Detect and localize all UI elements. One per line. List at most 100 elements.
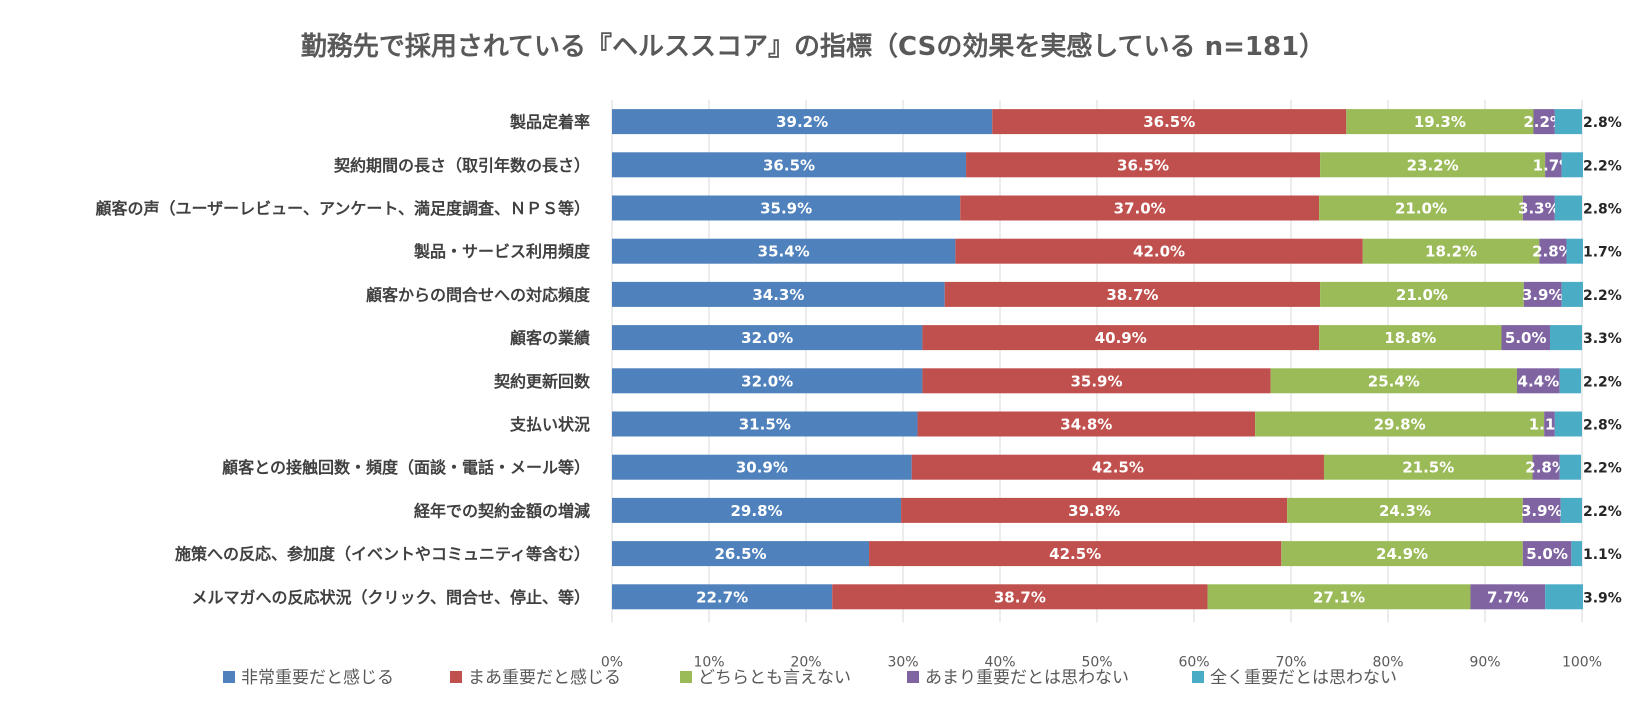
category-label: 製品定着率 xyxy=(509,113,590,132)
data-label: 5.0% xyxy=(1505,329,1547,347)
data-label: 19.3% xyxy=(1414,113,1466,131)
bar-segment xyxy=(1561,152,1583,178)
bar-segment xyxy=(832,584,1208,610)
category-label: 製品・サービス利用頻度 xyxy=(413,242,591,261)
data-label: 32.0% xyxy=(741,372,793,390)
category-label: 経年での契約金額の増減 xyxy=(414,501,590,520)
x-tick-label: 20% xyxy=(790,654,821,670)
data-label: 2.8% xyxy=(1525,459,1567,477)
data-label: 29.8% xyxy=(1374,416,1426,434)
x-tick-label: 0% xyxy=(601,654,623,670)
bar-segment xyxy=(1549,325,1582,351)
bar-segment xyxy=(1554,411,1582,437)
data-label: 39.2% xyxy=(776,113,828,131)
x-tick-label: 70% xyxy=(1275,654,1306,670)
data-label: 35.4% xyxy=(758,243,810,261)
data-label: 35.9% xyxy=(760,200,812,218)
legend-label: まあ重要だと感じる xyxy=(468,668,621,688)
bar-segment xyxy=(944,281,1321,307)
bar-segment xyxy=(1270,368,1518,394)
x-tick-label: 40% xyxy=(984,654,1015,670)
data-label: 23.2% xyxy=(1407,156,1459,174)
data-label: 34.3% xyxy=(752,286,804,304)
x-tick-label: 80% xyxy=(1372,654,1403,670)
bar-segment xyxy=(612,368,923,394)
bar-segment xyxy=(1560,497,1582,523)
bar-segment xyxy=(1346,109,1534,135)
data-label: 27.1% xyxy=(1313,588,1365,606)
bar-segment xyxy=(1287,497,1523,523)
bar-segment xyxy=(966,152,1321,178)
bar-segment xyxy=(612,584,833,610)
data-label: 24.9% xyxy=(1376,545,1428,563)
bar-segment xyxy=(922,325,1320,351)
data-label: 2.2% xyxy=(1523,113,1565,131)
bar-segment xyxy=(901,497,1288,523)
category-label: 顧客からの問合せへの対応頻度 xyxy=(366,285,591,304)
data-label: 2.8% xyxy=(1583,115,1622,131)
bar-segment xyxy=(1255,411,1545,437)
bar-segment xyxy=(1323,454,1533,480)
data-label: 42.5% xyxy=(1092,459,1144,477)
data-label: 2.2% xyxy=(1583,374,1622,390)
data-label: 21.0% xyxy=(1396,286,1448,304)
category-label: メルマガへの反応状況（クリック、問合せ、停止、等） xyxy=(191,588,590,607)
legend-label: 全く重要だとは思わない xyxy=(1210,668,1397,688)
data-label: 5.0% xyxy=(1526,545,1568,563)
bar-segment xyxy=(992,109,1347,135)
bar-segment xyxy=(869,541,1282,567)
bar-segment xyxy=(612,195,961,221)
bar-segment xyxy=(612,281,945,307)
bar-segment xyxy=(612,411,918,437)
bar-segment xyxy=(1522,541,1572,567)
data-label: 2.2% xyxy=(1583,158,1622,174)
data-label: 3.3% xyxy=(1583,331,1622,347)
bar-segment xyxy=(1566,238,1583,264)
data-label: 42.5% xyxy=(1049,545,1101,563)
data-label: 24.3% xyxy=(1379,502,1431,520)
data-label: 36.5% xyxy=(1117,156,1169,174)
bar-segment xyxy=(1470,584,1546,610)
legend-swatch xyxy=(1192,671,1204,683)
data-label: 37.0% xyxy=(1114,200,1166,218)
bar-segment xyxy=(612,109,993,135)
bar-segment xyxy=(1544,411,1555,437)
bar-segment xyxy=(1559,454,1582,480)
x-tick-label: 50% xyxy=(1081,654,1112,670)
bar-segment xyxy=(1559,368,1582,394)
bar-segment xyxy=(1539,238,1567,264)
bar-segment xyxy=(1545,152,1562,178)
bar-segment xyxy=(612,152,967,178)
data-label: 18.8% xyxy=(1384,329,1436,347)
legend-swatch xyxy=(450,671,462,683)
bar-segment xyxy=(1320,152,1546,178)
data-label: 34.8% xyxy=(1060,416,1112,434)
data-label: 38.7% xyxy=(994,588,1046,606)
bar-segment xyxy=(1320,281,1524,307)
data-label: 2.2% xyxy=(1583,461,1622,477)
bar-segment xyxy=(1362,238,1540,264)
data-label: 42.0% xyxy=(1133,243,1185,261)
legend-label: どちらとも言えない xyxy=(698,668,851,688)
legend-label: 非常重要だと感じる xyxy=(241,668,394,688)
category-label: 顧客の声（ユーザーレビュー、アンケート、満足度調査、ＮＰＳ等） xyxy=(95,199,590,218)
data-label: 18.2% xyxy=(1425,243,1477,261)
data-label: 7.7% xyxy=(1487,588,1529,606)
x-tick-label: 30% xyxy=(887,654,918,670)
bar-segment xyxy=(922,368,1271,394)
bar-segment xyxy=(1522,497,1561,523)
data-label: 31.5% xyxy=(739,416,791,434)
bar-segment xyxy=(1319,325,1502,351)
data-label: 32.0% xyxy=(741,329,793,347)
data-label: 1.1% xyxy=(1583,547,1622,563)
legend-swatch xyxy=(907,671,919,683)
bar-segment xyxy=(612,497,902,523)
data-label: 3.9% xyxy=(1522,286,1564,304)
bar-segment xyxy=(1517,368,1560,394)
bar-segment xyxy=(1522,195,1555,221)
x-tick-label: 90% xyxy=(1469,654,1500,670)
category-label: 契約期間の長さ（取引年数の長さ） xyxy=(333,156,590,175)
bar-segment xyxy=(1501,325,1550,351)
data-label: 25.4% xyxy=(1368,372,1420,390)
